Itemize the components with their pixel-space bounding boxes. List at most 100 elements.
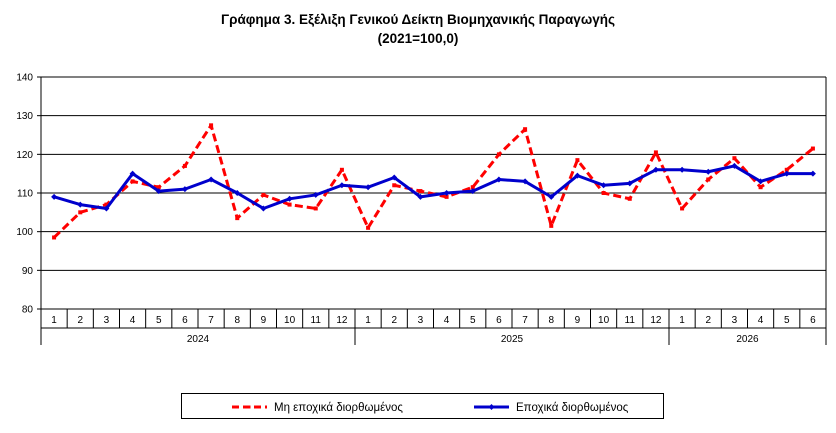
data-point-seasonally-adjusted [181, 186, 188, 193]
x-tick-label: 5 [784, 315, 790, 326]
data-point-not-seasonally-adjusted [444, 194, 449, 199]
legend-marker-not-seasonally-adjusted [247, 405, 251, 409]
data-point-seasonally-adjusted [129, 170, 136, 177]
x-tick-label: 8 [234, 315, 240, 326]
data-point-seasonally-adjusted [312, 191, 319, 198]
x-tick-label: 4 [130, 315, 136, 326]
data-point-not-seasonally-adjusted [627, 196, 632, 201]
x-tick-label: 2 [705, 315, 711, 326]
legend-marker-seasonally-adjusted [488, 404, 495, 410]
data-point-seasonally-adjusted [338, 182, 345, 189]
x-tick-label: 6 [496, 315, 502, 326]
series [51, 123, 816, 240]
data-point-not-seasonally-adjusted [182, 163, 187, 168]
data-point-not-seasonally-adjusted [470, 185, 475, 190]
data-point-seasonally-adjusted [155, 188, 162, 195]
data-point-not-seasonally-adjusted [52, 235, 57, 240]
legend-label-seasonally-adjusted: Εποχικά διορθωμένος [516, 402, 629, 414]
x-tick-label: 11 [625, 315, 636, 326]
data-point-not-seasonally-adjusted [784, 167, 789, 172]
y-tick-label: 120 [16, 150, 33, 161]
x-tick-label: 1 [365, 315, 371, 326]
x-tick-label: 2 [391, 315, 397, 326]
data-point-not-seasonally-adjusted [523, 127, 528, 132]
data-point-not-seasonally-adjusted [392, 183, 397, 188]
x-tick-label: 10 [598, 315, 610, 326]
data-point-seasonally-adjusted [443, 190, 450, 196]
x-tick-label: 10 [284, 315, 296, 326]
data-point-not-seasonally-adjusted [732, 156, 737, 161]
y-tick-label: 110 [17, 189, 33, 200]
year-label: 2025 [501, 334, 524, 345]
x-tick-label: 1 [51, 315, 57, 326]
data-point-seasonally-adjusted [809, 170, 816, 177]
legend-graphic: Μη εποχικά διορθωμένος Εποχικά διορθωμέν… [232, 402, 629, 414]
data-point-not-seasonally-adjusted [261, 192, 266, 197]
data-point-seasonally-adjusted [705, 168, 712, 175]
x-tick-label: 6 [810, 315, 816, 326]
x-tick-label: 2 [77, 315, 83, 326]
data-point-seasonally-adjusted [652, 166, 659, 173]
data-point-seasonally-adjusted [365, 184, 372, 191]
data-point-seasonally-adjusted [51, 193, 58, 200]
data-point-not-seasonally-adjusted [313, 206, 318, 211]
data-point-not-seasonally-adjusted [653, 150, 658, 155]
series-line-not-seasonally-adjusted [53, 123, 814, 239]
legend: Μη εποχικά διορθωμένος Εποχικά διορθωμέν… [181, 393, 664, 419]
x-tick-label: 6 [182, 315, 188, 326]
chart-title: Γράφημα 3. Εξέλιξη Γενικού Δείκτη Βιομηχ… [220, 12, 615, 27]
data-point-seasonally-adjusted [208, 176, 215, 183]
data-point-seasonally-adjusted [757, 178, 764, 185]
series-line-seasonally-adjusted [53, 164, 813, 210]
y-tick-label: 100 [16, 227, 33, 238]
data-point-not-seasonally-adjusted [810, 146, 815, 151]
x-tick-label: 7 [522, 315, 528, 326]
data-point-not-seasonally-adjusted [209, 123, 214, 128]
data-point-seasonally-adjusted [417, 193, 424, 200]
data-point-not-seasonally-adjusted [366, 225, 371, 230]
x-tick-label: 4 [758, 315, 764, 326]
data-point-seasonally-adjusted [731, 162, 738, 169]
data-point-seasonally-adjusted [286, 195, 293, 202]
data-point-seasonally-adjusted [548, 193, 555, 200]
chart-title-block: Γράφημα 3. Εξέλιξη Γενικού Δείκτη Βιομηχ… [0, 10, 836, 48]
data-point-not-seasonally-adjusted [758, 185, 763, 190]
data-point-seasonally-adjusted [103, 205, 110, 212]
data-point-not-seasonally-adjusted [549, 223, 554, 228]
x-tick-label: 5 [470, 315, 476, 326]
data-point-seasonally-adjusted [234, 190, 241, 196]
data-point-seasonally-adjusted [574, 172, 581, 179]
x-tick-label: 3 [104, 315, 110, 326]
y-tick-label: 140 [16, 73, 33, 84]
y-tick-label: 130 [16, 111, 33, 122]
data-point-not-seasonally-adjusted [156, 185, 161, 190]
data-point-seasonally-adjusted [522, 178, 529, 185]
chart-subtitle: (2021=100,0) [377, 31, 459, 46]
x-tick-label: 12 [650, 315, 662, 326]
x-tick-label: 1 [679, 315, 685, 326]
data-point-not-seasonally-adjusted [496, 152, 501, 157]
year-label: 2026 [736, 334, 759, 345]
y-tick-label: 80 [22, 305, 34, 316]
data-point-seasonally-adjusted [77, 201, 84, 208]
data-point-seasonally-adjusted [260, 205, 267, 212]
y-tick-label: 90 [22, 266, 34, 277]
data-point-not-seasonally-adjusted [287, 202, 292, 207]
x-tick-label: 9 [575, 315, 581, 326]
data-point-seasonally-adjusted [679, 166, 686, 173]
data-point-not-seasonally-adjusted [339, 167, 344, 172]
data-point-not-seasonally-adjusted [130, 179, 135, 184]
x-tick-label: 3 [732, 315, 738, 326]
data-point-seasonally-adjusted [626, 180, 633, 187]
data-point-not-seasonally-adjusted [680, 206, 685, 211]
x-tick-label: 11 [311, 315, 322, 326]
x-tick-label: 12 [336, 315, 348, 326]
data-point-seasonally-adjusted [391, 174, 398, 181]
data-point-not-seasonally-adjusted [706, 177, 711, 182]
x-tick-label: 5 [156, 315, 162, 326]
data-point-not-seasonally-adjusted [601, 191, 606, 195]
data-point-seasonally-adjusted [783, 170, 790, 177]
data-point-not-seasonally-adjusted [418, 189, 423, 194]
data-point-seasonally-adjusted [469, 188, 476, 195]
